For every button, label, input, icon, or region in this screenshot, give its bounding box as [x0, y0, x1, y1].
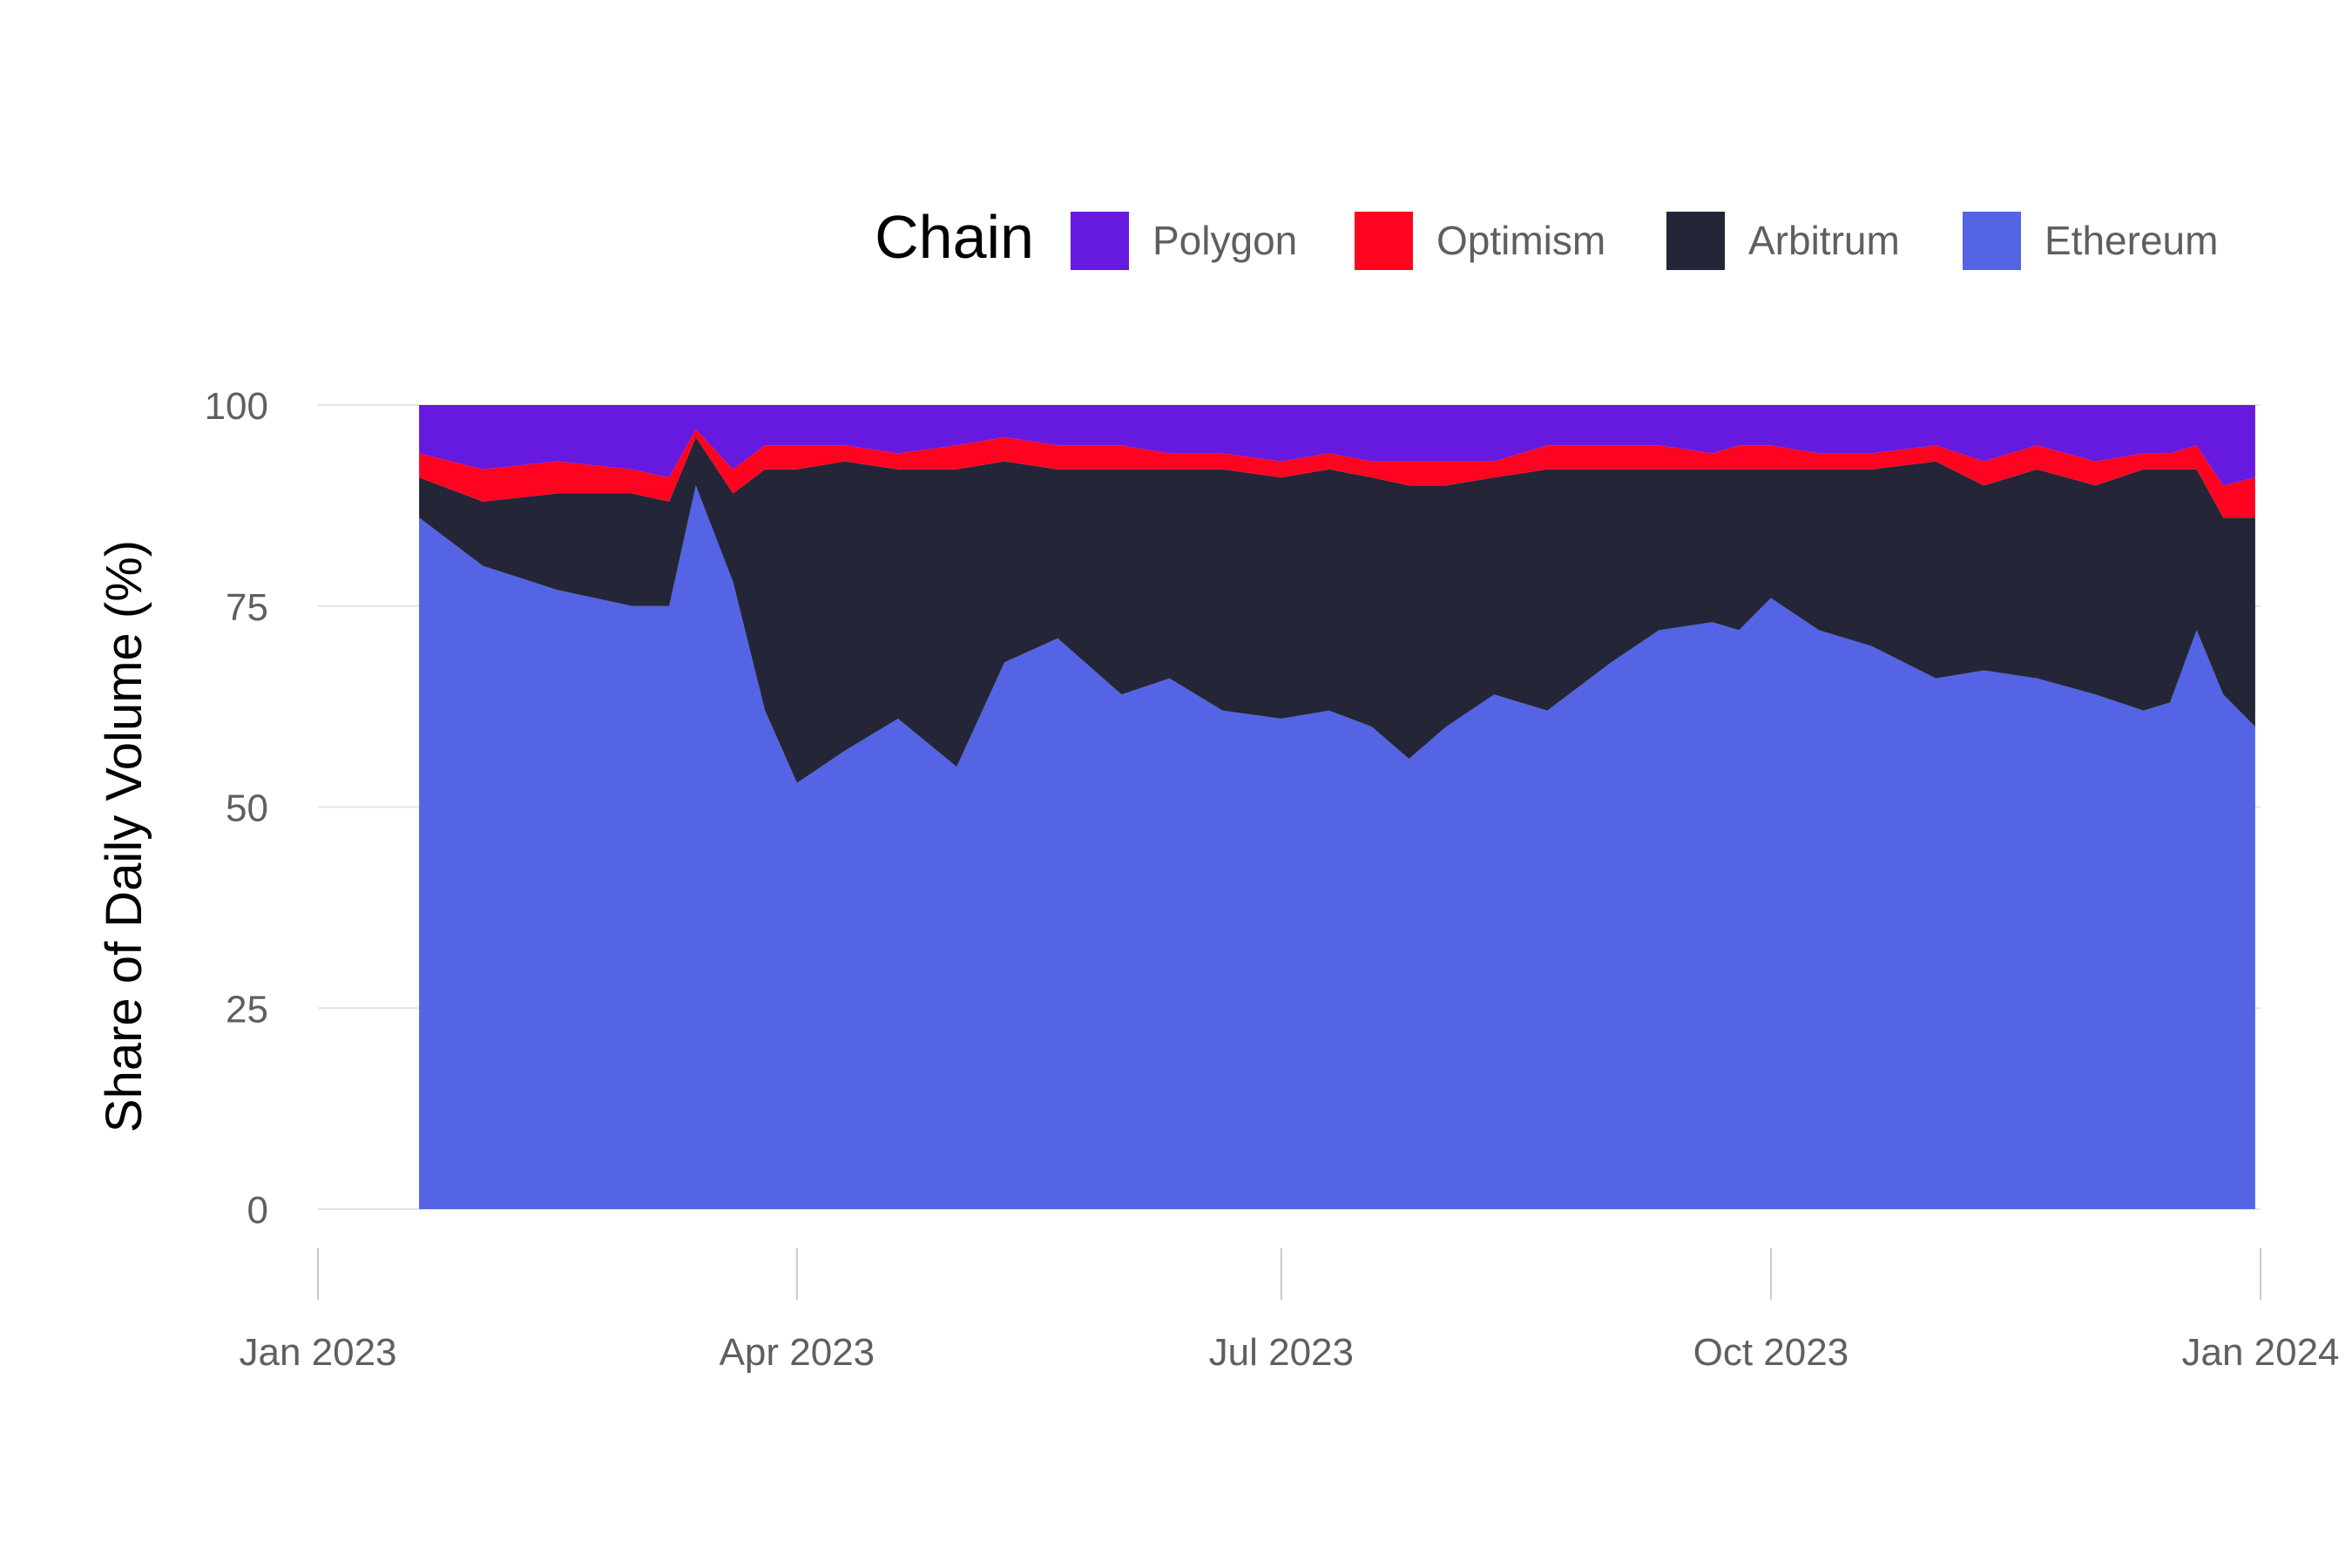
x-tick-label-2: Jul 2023 — [1209, 1331, 1354, 1374]
legend-title: Chain — [875, 203, 1034, 271]
legend-swatch-optimism — [1355, 212, 1413, 270]
x-tick-label-4: Jan 2024 — [2181, 1331, 2339, 1374]
x-tick-label-3: Oct 2023 — [1693, 1331, 1849, 1374]
legend-label-optimism: Optimism — [1436, 218, 1605, 263]
y-tick-label-0: 0 — [247, 1189, 268, 1232]
y-axis: 0 25 50 75 100 — [205, 385, 268, 1232]
x-tick-label-0: Jan 2023 — [239, 1331, 396, 1374]
legend-swatch-polygon — [1071, 212, 1129, 270]
y-tick-label-100: 100 — [205, 385, 268, 428]
legend-swatch-arbitrum — [1666, 212, 1725, 270]
area-ethereum — [419, 485, 2255, 1209]
y-tick-label-25: 25 — [226, 988, 268, 1031]
y-tick-label-50: 50 — [226, 787, 268, 830]
x-axis: Jan 2023 Apr 2023 Jul 2023 Oct 2023 Jan 2024 — [239, 1248, 2340, 1374]
area-polygon — [419, 405, 2255, 486]
legend: Chain Polygon Optimism Arbitrum Ethereum — [875, 203, 2218, 271]
x-tick-label-1: Apr 2023 — [720, 1331, 875, 1374]
y-axis-title: Share of Daily Volume (%) — [96, 540, 152, 1132]
area-arbitrum — [419, 436, 2255, 783]
legend-label-polygon: Polygon — [1152, 218, 1297, 263]
y-tick-label-75: 75 — [226, 586, 268, 629]
legend-swatch-ethereum — [1963, 212, 2021, 270]
area-series — [419, 405, 2255, 1209]
legend-label-arbitrum: Arbitrum — [1748, 218, 1900, 263]
area-optimism — [419, 429, 2255, 518]
legend-label-ethereum: Ethereum — [2044, 218, 2218, 263]
